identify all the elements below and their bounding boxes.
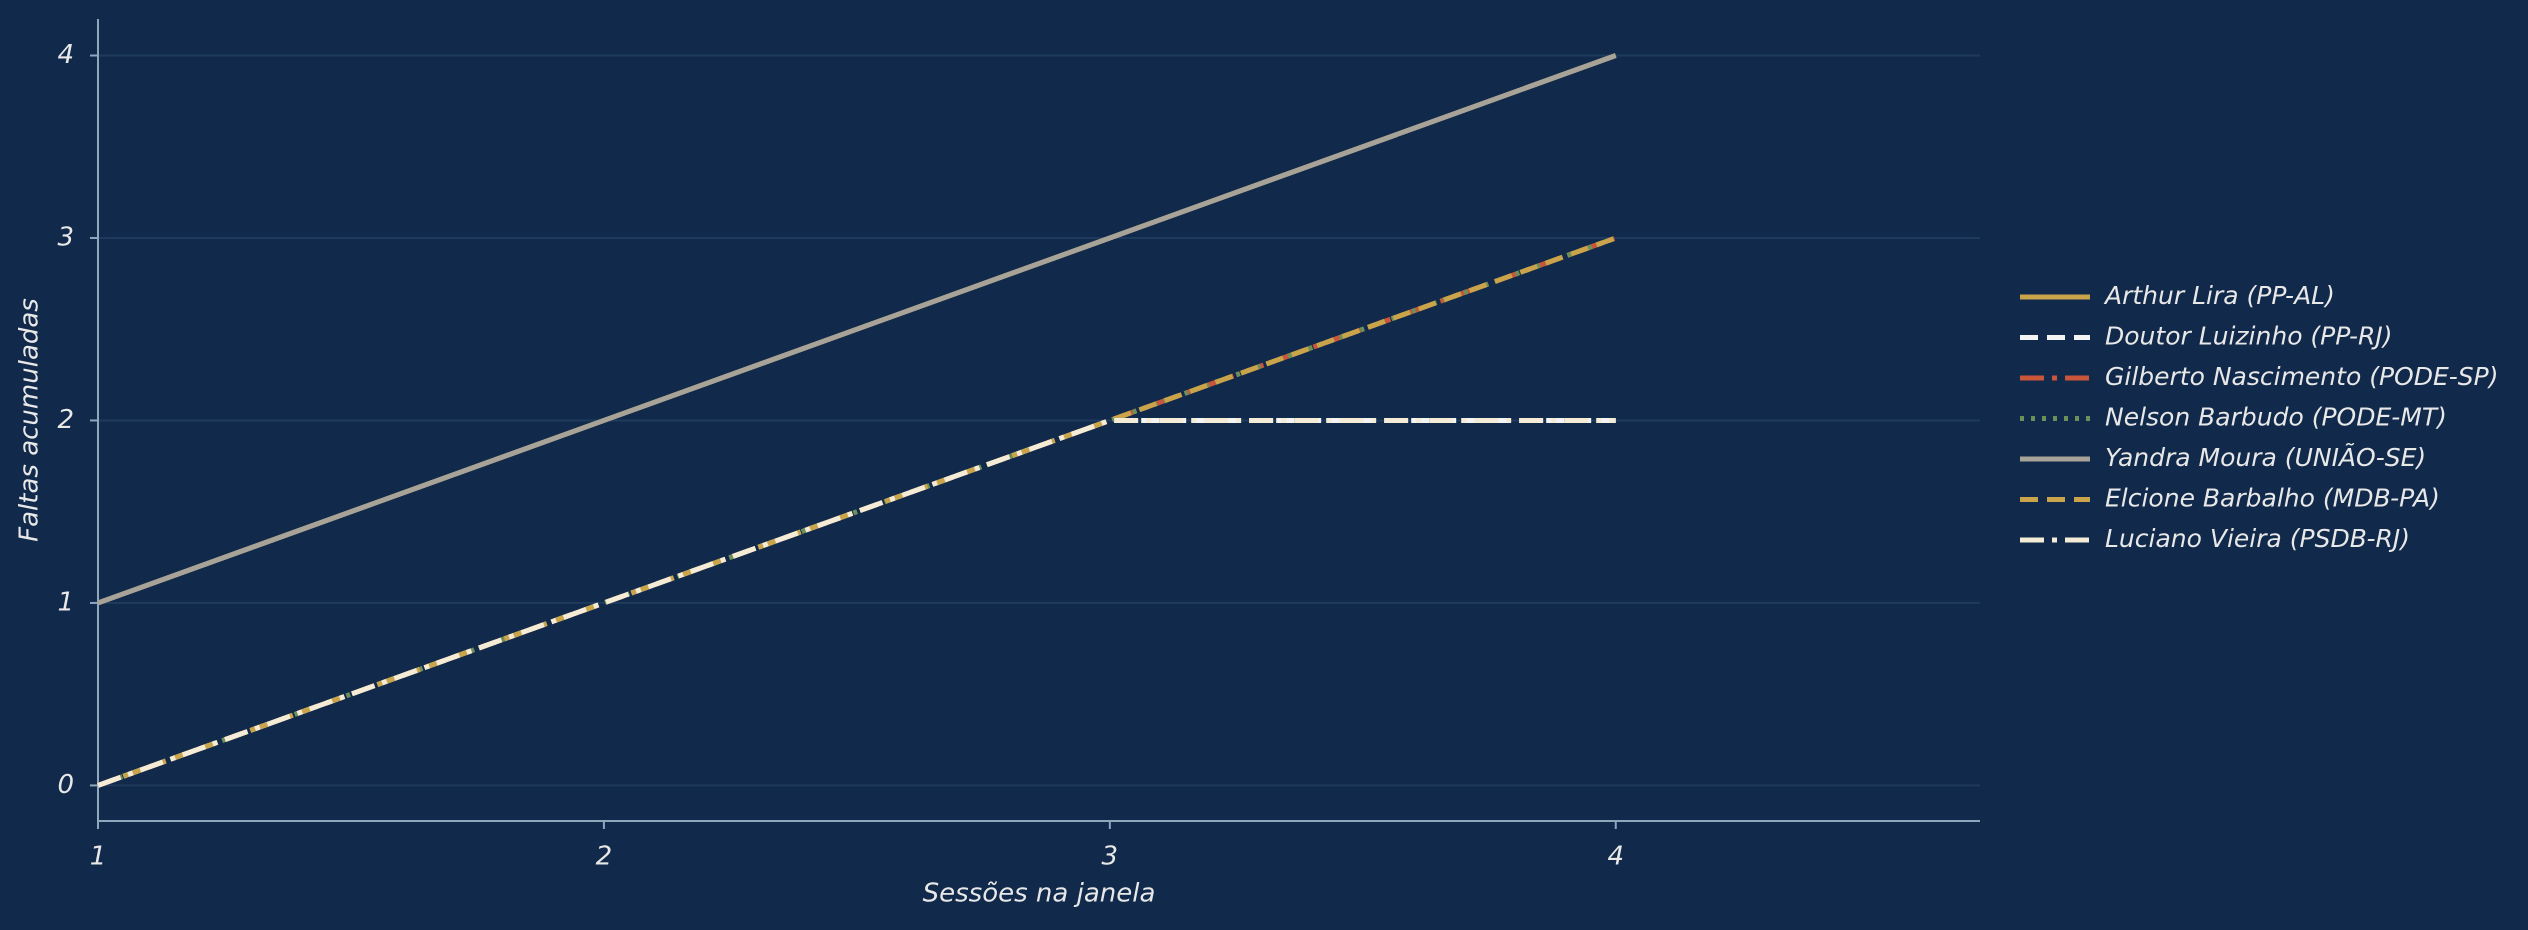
legend-label: Luciano Vieira (PSDB-RJ) (2105, 524, 2410, 553)
x-tick-label: 4 (1607, 842, 1624, 872)
series-line (97, 53, 1617, 606)
x-axis-label: Sessões na janela (923, 879, 1156, 909)
y-tick-label: 0 (57, 770, 74, 800)
series-line (97, 235, 1617, 788)
legend-label: Doutor Luizinho (PP-RJ) (2105, 322, 2393, 351)
x-tick-label: 3 (1102, 842, 1119, 872)
x-tick-label: 2 (596, 842, 613, 872)
legend-label: Yandra Moura (UNIÃO-SE) (2105, 442, 2426, 472)
y-tick-label: 4 (57, 40, 74, 70)
legend-label: Arthur Lira (PP-AL) (2103, 281, 2335, 310)
series-line (97, 417, 1616, 788)
legend-label: Gilberto Nascimento (PODE-SP) (2105, 362, 2498, 391)
y-tick-label: 3 (57, 222, 74, 252)
legend-label: Elcione Barbalho (MDB-PA) (2105, 484, 2440, 513)
x-tick-label: 1 (90, 842, 107, 872)
legend-label: Nelson Barbudo (PODE-MT) (2105, 403, 2447, 432)
y-axis-label: Faltas acumuladas (15, 298, 45, 542)
y-tick-label: 1 (57, 587, 74, 617)
y-tick-label: 2 (57, 405, 74, 435)
